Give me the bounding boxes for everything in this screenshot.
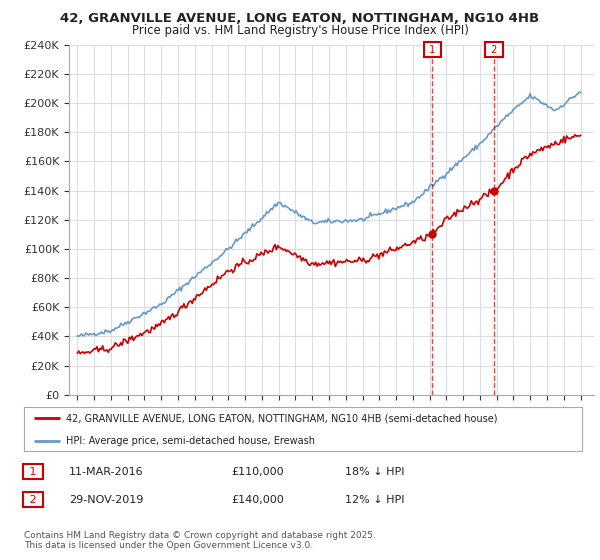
- Text: 18% ↓ HPI: 18% ↓ HPI: [345, 466, 404, 477]
- Text: 29-NOV-2019: 29-NOV-2019: [69, 494, 143, 505]
- Text: 1: 1: [426, 45, 439, 55]
- Text: Contains HM Land Registry data © Crown copyright and database right 2025.
This d: Contains HM Land Registry data © Crown c…: [24, 531, 376, 550]
- Text: 12% ↓ HPI: 12% ↓ HPI: [345, 494, 404, 505]
- Text: 2: 2: [488, 45, 500, 55]
- Text: 1: 1: [26, 466, 40, 477]
- Text: 42, GRANVILLE AVENUE, LONG EATON, NOTTINGHAM, NG10 4HB (semi-detached house): 42, GRANVILLE AVENUE, LONG EATON, NOTTIN…: [66, 413, 497, 423]
- Text: £110,000: £110,000: [231, 466, 284, 477]
- Text: HPI: Average price, semi-detached house, Erewash: HPI: Average price, semi-detached house,…: [66, 436, 315, 446]
- Text: 42, GRANVILLE AVENUE, LONG EATON, NOTTINGHAM, NG10 4HB: 42, GRANVILLE AVENUE, LONG EATON, NOTTIN…: [61, 12, 539, 25]
- Text: £140,000: £140,000: [231, 494, 284, 505]
- Text: 2: 2: [26, 494, 40, 505]
- Text: 11-MAR-2016: 11-MAR-2016: [69, 466, 143, 477]
- Text: Price paid vs. HM Land Registry's House Price Index (HPI): Price paid vs. HM Land Registry's House …: [131, 24, 469, 37]
